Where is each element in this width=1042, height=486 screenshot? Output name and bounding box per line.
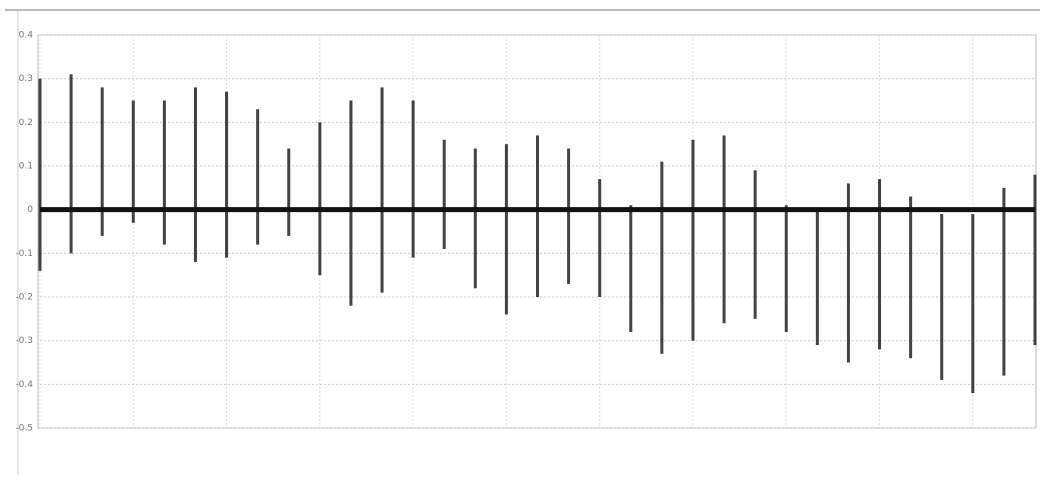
range-bar bbox=[163, 101, 166, 245]
y-tick-label: -0.2 bbox=[15, 293, 33, 303]
y-tick-label: 0.1 bbox=[19, 162, 33, 172]
range-bar bbox=[256, 109, 259, 244]
y-tick-label: 0.2 bbox=[19, 118, 33, 128]
range-bar bbox=[505, 144, 508, 314]
range-bar bbox=[878, 179, 881, 349]
y-tick-label: 0 bbox=[27, 205, 33, 215]
range-bar bbox=[101, 87, 104, 235]
range-bar bbox=[287, 149, 290, 236]
range-bar bbox=[318, 122, 321, 275]
range-bar bbox=[39, 79, 42, 271]
range-bar bbox=[723, 135, 726, 323]
range-bar bbox=[474, 149, 477, 289]
y-tick-label: -0.5 bbox=[15, 424, 33, 434]
range-bar bbox=[785, 205, 788, 332]
range-bar bbox=[660, 162, 663, 354]
range-bar bbox=[1034, 175, 1037, 345]
range-bar bbox=[971, 214, 974, 393]
range-bar bbox=[349, 101, 352, 306]
range-bar bbox=[132, 101, 135, 223]
y-tick-label: -0.1 bbox=[15, 249, 33, 259]
range-bar bbox=[598, 179, 601, 297]
range-bar bbox=[225, 92, 228, 258]
range-bar bbox=[412, 101, 415, 258]
range-bar bbox=[940, 214, 943, 380]
y-tick-label: 0.4 bbox=[19, 31, 34, 41]
chart: 0.4 0.3 0.2 0.1 0 -0.1 -0.2 -0.3 -0.4 -0.5 bbox=[0, 0, 1042, 482]
range-bar bbox=[443, 140, 446, 249]
range-bar bbox=[691, 140, 694, 341]
range-bar bbox=[194, 87, 197, 262]
range-bar bbox=[70, 74, 73, 253]
range-bar bbox=[909, 197, 912, 359]
range-bar bbox=[381, 87, 384, 292]
range-bar bbox=[567, 149, 570, 284]
range-bar bbox=[536, 135, 539, 297]
range-bar bbox=[629, 205, 632, 332]
y-tick-label: -0.4 bbox=[15, 380, 33, 390]
range-bar bbox=[1002, 188, 1005, 376]
y-tick-label: 0.3 bbox=[19, 74, 33, 84]
range-bar bbox=[816, 210, 819, 345]
range-bar bbox=[754, 170, 757, 318]
y-tick-label: -0.3 bbox=[15, 336, 33, 346]
